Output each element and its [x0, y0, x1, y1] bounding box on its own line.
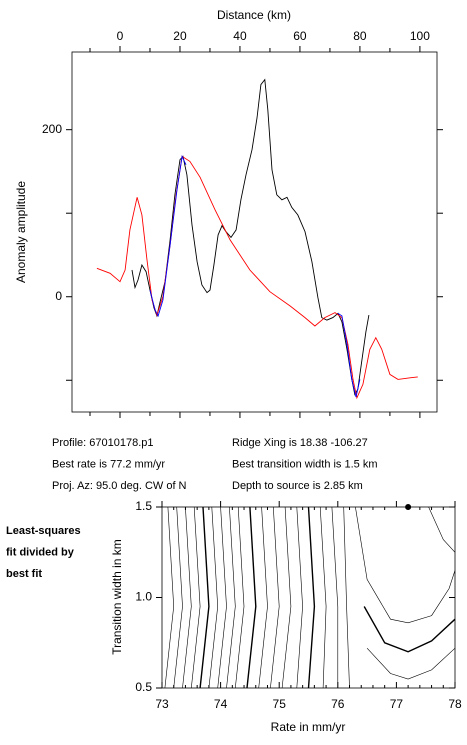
contour-line [246, 506, 257, 689]
side-note: fit divided by [6, 546, 75, 558]
y-tick-label: 0 [55, 289, 62, 303]
x-tick-label: 77 [390, 697, 404, 711]
profile-line [96, 155, 418, 400]
best-fit-marker [405, 504, 412, 510]
contour-line [270, 506, 280, 689]
contour-line [199, 506, 210, 689]
contour-line [182, 506, 192, 689]
y-tick-label: 1.0 [135, 590, 152, 604]
contour-line [281, 506, 292, 689]
profile-info: Ridge Xing is 18.38 -106.27 [232, 437, 368, 449]
x-tick-label: 60 [293, 29, 307, 43]
profile-info: Profile: 67010178.p1 [52, 437, 154, 449]
contour-line [355, 506, 456, 624]
x-axis-title: Rate in mm/yr [271, 720, 346, 734]
profile-info: Proj. Az: 95.0 deg. CW of N [52, 480, 187, 492]
bottom-frame [161, 506, 456, 689]
contour-line [307, 506, 316, 689]
y-axis-title: Anomaly amplitude [14, 181, 28, 283]
contour-line [208, 506, 219, 689]
contour-line [343, 506, 350, 689]
profile-line [131, 78, 370, 396]
x-tick-label: 80 [353, 29, 367, 43]
y-axis-title: Transition width in km [110, 539, 124, 655]
side-note: best fit [6, 568, 42, 580]
contour-line [173, 506, 183, 689]
x-tick-label: 20 [173, 29, 187, 43]
x-tick-label: 100 [410, 29, 430, 43]
x-tick-label: 78 [448, 697, 462, 711]
contour-line [296, 506, 303, 689]
top-frame [71, 51, 438, 413]
contour-line [235, 506, 245, 689]
x-tick-label: 0 [117, 29, 124, 43]
x-axis-title: Distance (km) [217, 8, 291, 22]
profile-line [149, 154, 361, 398]
profile-info: Best transition width is 1.5 km [232, 458, 378, 470]
profile-info: Depth to source is 2.85 km [232, 480, 363, 492]
contour-line [319, 506, 327, 689]
x-tick-label: 73 [155, 697, 169, 711]
contour-line [226, 506, 236, 689]
contour-line [331, 506, 339, 688]
contour-line [366, 647, 456, 680]
contour-line [363, 606, 456, 653]
x-tick-label: 40 [233, 29, 247, 43]
x-tick-label: 74 [214, 697, 228, 711]
x-tick-label: 76 [331, 697, 345, 711]
y-tick-label: 200 [42, 122, 62, 136]
contour-line [191, 506, 201, 689]
side-note: Least-squares [6, 525, 81, 537]
y-tick-label: 1.5 [135, 499, 152, 513]
profile-info: Best rate is 77.2 mm/yr [52, 458, 165, 470]
x-tick-label: 75 [273, 697, 287, 711]
contour-line [258, 506, 268, 689]
y-tick-label: 0.5 [135, 680, 152, 694]
contour-line [164, 506, 175, 689]
contour-line [428, 506, 456, 553]
contour-line [217, 506, 227, 689]
